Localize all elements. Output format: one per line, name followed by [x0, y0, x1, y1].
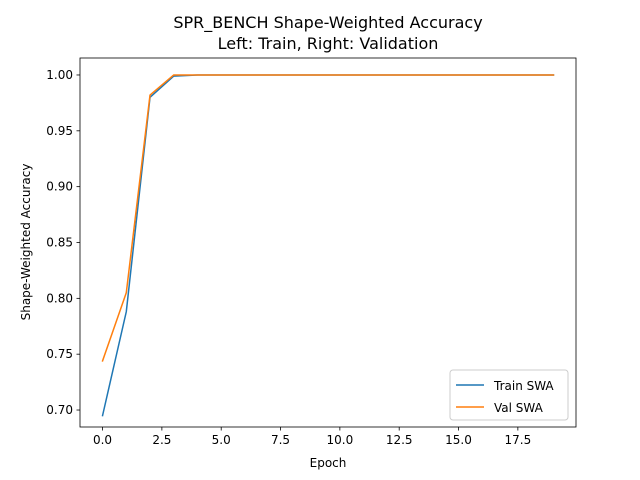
- y-tick-label: 0.95: [46, 124, 73, 138]
- y-tick-label: 0.85: [46, 236, 73, 250]
- plot-area: 0.0 2.5 5.0 7.5 10.0 12.5 15.0 17.5 0.70 0.75 0.8…: [46, 57, 577, 447]
- y-axis-label: Shape-Weighted Accuracy: [19, 164, 33, 321]
- x-tick-label: 0.0: [93, 433, 112, 447]
- y-tick-label: 0.90: [46, 180, 73, 194]
- x-tick-label: 5.0: [212, 433, 231, 447]
- series-line-val: [101, 74, 555, 362]
- legend-label-val: Val SWA: [494, 401, 544, 415]
- x-tick-label: 7.5: [271, 433, 290, 447]
- legend-label-train: Train SWA: [493, 379, 554, 393]
- x-tick-label: 12.5: [386, 433, 413, 447]
- y-axis-ticks: 0.70 0.75 0.80 0.85 0.90 0.95 1.00: [46, 68, 80, 417]
- chart-subtitle: Left: Train, Right: Validation: [218, 34, 439, 53]
- series-group: [101, 74, 555, 417]
- x-tick-label: 17.5: [504, 433, 531, 447]
- legend: Train SWA Val SWA: [449, 369, 569, 421]
- chart-title: SPR_BENCH Shape-Weighted Accuracy: [173, 13, 482, 33]
- y-tick-label: 0.80: [46, 291, 73, 305]
- y-tick-label: 0.75: [46, 347, 73, 361]
- x-tick-label: 10.0: [327, 433, 354, 447]
- x-tick-label: 15.0: [445, 433, 472, 447]
- y-tick-label: 0.70: [46, 403, 73, 417]
- x-axis-ticks: 0.0 2.5 5.0 7.5 10.0 12.5 15.0 17.5: [93, 427, 531, 447]
- x-axis-label: Epoch: [310, 456, 347, 470]
- x-tick-label: 2.5: [152, 433, 171, 447]
- y-tick-label: 1.00: [46, 68, 73, 82]
